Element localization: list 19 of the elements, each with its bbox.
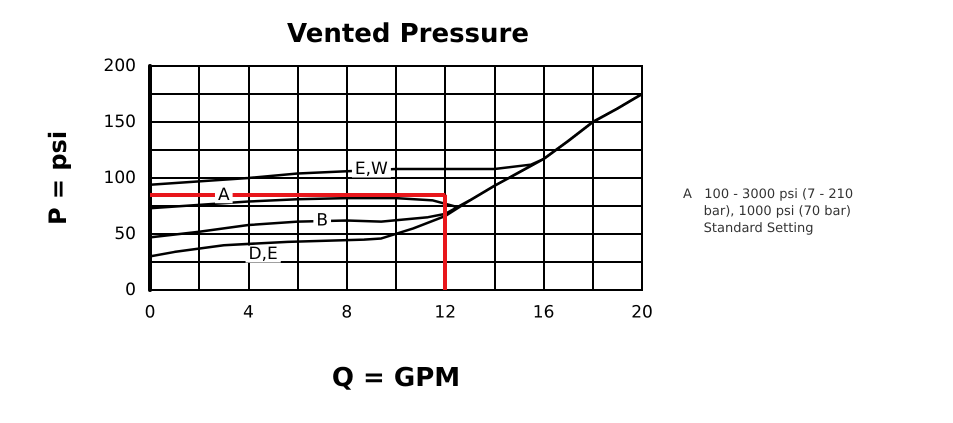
y-tick-label: 0 xyxy=(125,280,136,300)
y-axis-title: P = psi xyxy=(44,130,72,226)
annotation: A xyxy=(218,184,230,205)
annotation: B xyxy=(316,210,328,231)
y-tick-label: 150 xyxy=(104,112,136,132)
x-tick-label: 8 xyxy=(341,302,352,322)
x-tick-label: 0 xyxy=(144,302,156,322)
y-tick-label: 50 xyxy=(114,224,136,244)
text: A 100 - 3000 psi (7 - 210 bar), 1000 psi (70 bar) Standard Setting xyxy=(683,187,854,236)
x-tick-label: 4 xyxy=(242,302,254,322)
x-tick-label: 16 xyxy=(532,302,554,322)
x-tick-label: 12 xyxy=(434,302,456,322)
x-tick-label: 20 xyxy=(631,302,653,322)
y-tick-label: 100 xyxy=(104,168,136,188)
chart-title: Vented Pressure xyxy=(287,19,529,49)
annotation: D,E xyxy=(248,244,278,264)
y-tick-label: 200 xyxy=(104,56,136,76)
annotation: E,W xyxy=(354,159,388,180)
x-axis-title: Q = GPM xyxy=(332,363,460,393)
